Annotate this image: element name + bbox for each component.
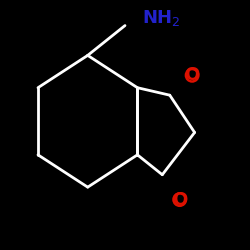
Text: O: O bbox=[184, 66, 200, 84]
Text: O: O bbox=[172, 190, 187, 208]
Text: NH$_2$: NH$_2$ bbox=[142, 8, 181, 28]
